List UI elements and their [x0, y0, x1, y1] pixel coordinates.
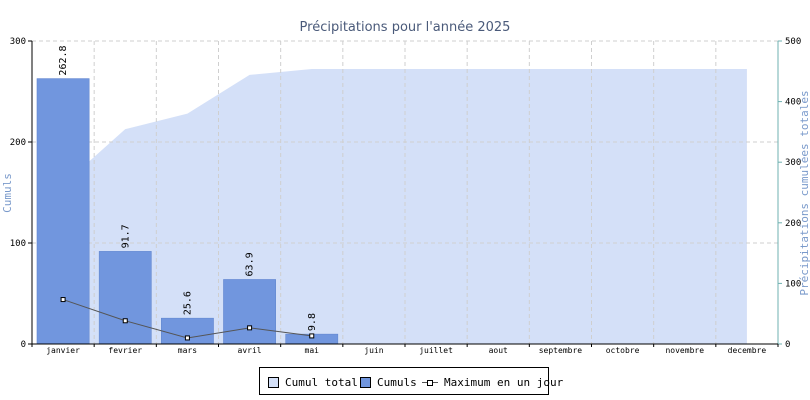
category-label: juillet [419, 346, 453, 355]
max-line-group [60, 297, 315, 341]
y-tick-label-right: 200 [785, 219, 801, 229]
category-label: decembre [728, 346, 767, 355]
data-labels-group: 262.8 91.7 25.6 63.9 9.8 [58, 45, 318, 331]
bar-data-label: 63.9 [245, 252, 256, 276]
y-tick-label-left: 100 [10, 239, 26, 249]
y-tick-label-right: 0 [785, 340, 790, 350]
legend-swatch-cumul-total [268, 376, 279, 388]
category-label: avril [238, 346, 262, 355]
max-point [122, 318, 128, 324]
bar-avril [223, 279, 276, 345]
y-tick-label-left: 300 [10, 37, 26, 47]
legend-label-cumul-total: Cumul total [285, 375, 358, 389]
bar-data-label: 262.8 [58, 45, 69, 75]
legend-item-max-un-jour: Maximum en un jour [422, 375, 563, 389]
bar-data-label: 25.6 [182, 291, 193, 315]
category-label: juin [364, 346, 383, 355]
bar-data-label: 91.7 [120, 224, 131, 248]
cumul-total-area [63, 68, 747, 345]
y-tick-label-left: 200 [10, 138, 26, 148]
y-tick-label-right: 100 [785, 279, 801, 289]
category-label: octobre [606, 346, 640, 355]
y-tick-label-right: 400 [785, 98, 801, 108]
grid-group [32, 40, 778, 344]
category-label: septembre [539, 346, 583, 355]
max-point [184, 335, 190, 341]
y-tick-label-right: 500 [785, 37, 801, 47]
chart-title: Précipitations pour l'année 2025 [300, 20, 511, 35]
legend-label-cumuls: Cumuls [377, 375, 417, 389]
cumulative-area-group [63, 68, 747, 345]
category-label: mars [178, 346, 197, 355]
bar-data-label: 9.8 [307, 313, 318, 331]
y-tick-label-left: 0 [21, 340, 26, 350]
max-point [309, 333, 315, 339]
legend-swatch-cumuls [360, 376, 371, 388]
y-tick-label-right: 300 [785, 158, 801, 168]
category-label: janvier [46, 346, 80, 355]
y-axis-title-left: Cumuls [1, 173, 14, 213]
legend: Cumul total Cumuls Maximum en un jour [259, 367, 563, 395]
legend-marker-max-un-jour [422, 377, 438, 388]
legend-label-max-un-jour: Maximum en un jour [444, 375, 564, 389]
category-label: novembre [665, 346, 704, 355]
legend-item-cumul-total: Cumul total [268, 375, 358, 389]
max-point [60, 297, 66, 303]
bar-fevrier [98, 251, 152, 345]
bar-janvier [36, 78, 90, 345]
ticks-group: 0 100 200 300 0 100 200 300 400 500 [10, 37, 802, 350]
category-label: fevrier [108, 346, 142, 355]
category-label: aout [489, 346, 508, 355]
category-labels-group: janvier fevrier mars avril mai juin juillet aou… [46, 346, 766, 355]
max-point [247, 325, 253, 331]
chart-svg: Précipitations pour l'année 2025 0 100 200… [1, 20, 810, 355]
y-axis-title-right: Précipitations cumulées totales [798, 90, 810, 295]
legend-item-cumuls: Cumuls [360, 375, 417, 389]
category-label: mai [305, 346, 320, 355]
